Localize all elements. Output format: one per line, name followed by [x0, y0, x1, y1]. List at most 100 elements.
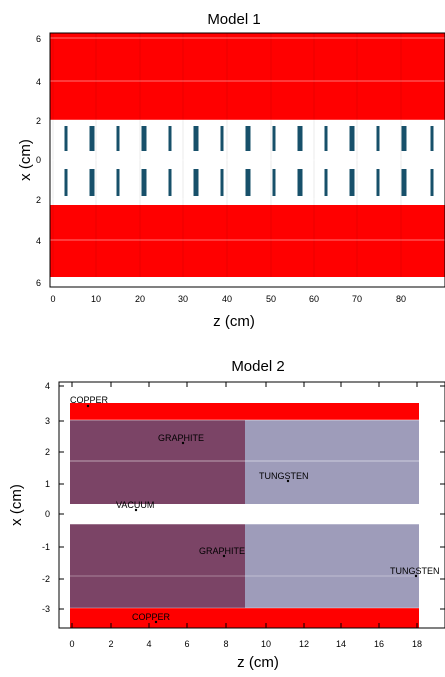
model1-aperture-upper-9 [297, 126, 303, 151]
model1-gridlines [50, 33, 445, 284]
model1-aperture-lower-2 [116, 169, 120, 196]
model2-xtick-14: 14 [336, 639, 346, 649]
model1-aperture-upper-11 [349, 126, 355, 151]
model2-xtick-16: 16 [374, 639, 384, 649]
model2-copper-top [70, 403, 419, 420]
model1-aperture-upper-3 [141, 126, 147, 151]
model2-ytick-2: 2 [45, 447, 50, 457]
model2-marker-tungsten-top [286, 479, 290, 483]
model2-marker-vacuum [134, 508, 138, 512]
model1-aperture-lower-12 [376, 169, 380, 196]
model2-plot [58, 381, 445, 629]
model1-ytick-6-top: 6 [36, 34, 41, 44]
model1-xtick-50: 50 [266, 294, 276, 304]
model2-label-graphite-top: GRAPHITE [158, 433, 204, 443]
model1-aperture-upper-1 [89, 126, 95, 151]
model1-aperture-lower-11 [349, 169, 355, 196]
model2-y-ticks: 4 3 2 1 0 -1 -2 -3 [42, 381, 50, 614]
model1-ytick-4-top: 4 [36, 77, 41, 87]
model2-label-copper-top: COPPER [70, 395, 109, 405]
model1-aperture-upper-13 [401, 126, 407, 151]
model1-apertures [64, 126, 434, 196]
model2-xtick-10: 10 [261, 639, 271, 649]
model1-aperture-upper-12 [376, 126, 380, 151]
model1-aperture-lower-1 [89, 169, 95, 196]
model1-aperture-upper-6 [220, 126, 224, 151]
model1-xtick-60: 60 [309, 294, 319, 304]
model1-xtick-30: 30 [178, 294, 188, 304]
model1-xtick-10: 10 [91, 294, 101, 304]
model2-ytick-neg3: -3 [42, 604, 50, 614]
model1-aperture-lower-4 [168, 169, 172, 196]
model1-x-ticks: 0 10 20 30 40 50 60 70 80 [50, 294, 406, 304]
model1-aperture-lower-7 [245, 169, 251, 196]
model2-xtick-12: 12 [299, 639, 309, 649]
model2-frame [58, 381, 445, 629]
model1-xtick-70: 70 [352, 294, 362, 304]
model2-tungsten-top [245, 420, 419, 504]
model2-ytick-1: 1 [45, 479, 50, 489]
model1-title: Model 1 [207, 11, 260, 28]
model1-aperture-upper-14 [430, 126, 434, 151]
model1-aperture-lower-13 [401, 169, 407, 196]
model2-marker-graphite-bottom [222, 554, 226, 558]
model2-tick-marks [59, 382, 445, 628]
model1-aperture-upper-7 [245, 126, 251, 151]
model1-aperture-lower-8 [272, 169, 276, 196]
model1-ytick-6-bottom: 6 [36, 278, 41, 288]
model2-ytick-3: 3 [45, 416, 50, 426]
model2-xtick-2: 2 [108, 639, 113, 649]
model2-xtick-8: 8 [223, 639, 228, 649]
model1-aperture-upper-5 [193, 126, 199, 151]
model1-bottom-wall [50, 205, 445, 277]
model2-marker-graphite-top [181, 441, 185, 445]
model1-aperture-lower-9 [297, 169, 303, 196]
model1-top-wall [50, 33, 445, 120]
model2-xtick-4: 4 [146, 639, 151, 649]
model1-xtick-80: 80 [396, 294, 406, 304]
model1-xtick-20: 20 [135, 294, 145, 304]
model1-x-axis-title: z (cm) [213, 313, 255, 330]
model1-y-ticks: 6 4 2 0 2 4 6 [36, 34, 41, 288]
model1-aperture-lower-5 [193, 169, 199, 196]
model2-label-graphite-bottom: GRAPHITE [199, 546, 245, 556]
model1-aperture-lower-6 [220, 169, 224, 196]
model2-tungsten-bottom [245, 524, 419, 608]
model2-ytick-4: 4 [45, 381, 50, 391]
model2-ytick-neg1: -1 [42, 542, 50, 552]
model2-gridlines [70, 419, 419, 609]
model2-xtick-18: 18 [412, 639, 422, 649]
model1-ytick-2-top: 2 [36, 116, 41, 126]
model2-x-ticks: 0 2 4 6 8 10 12 14 16 18 [69, 639, 422, 649]
model2-label-copper-bottom: COPPER [132, 612, 171, 622]
model1-plot [49, 32, 445, 288]
model1-frame [49, 32, 445, 288]
model1-ytick-2-bottom: 2 [36, 195, 41, 205]
model2-label-tungsten-top: TUNGSTEN [259, 471, 309, 481]
model1-xtick-0: 0 [50, 294, 55, 304]
model2-ytick-0: 0 [45, 509, 50, 519]
model2-region-labels: COPPER GRAPHITE TUNGSTEN VACUUM GRAPHITE… [70, 395, 440, 624]
model1-xtick-40: 40 [222, 294, 232, 304]
model1-ytick-4-bottom: 4 [36, 236, 41, 246]
model2-title: Model 2 [231, 358, 284, 375]
model1-aperture-upper-10 [324, 126, 328, 151]
model1-aperture-upper-8 [272, 126, 276, 151]
model2-label-vacuum: VACUUM [116, 500, 154, 510]
model2-xtick-6: 6 [184, 639, 189, 649]
model2-marker-copper-top [86, 404, 90, 408]
model1-aperture-upper-2 [116, 126, 120, 151]
model1-aperture-lower-14 [430, 169, 434, 196]
model2-y-axis-title: x (cm) [8, 484, 25, 526]
model1-aperture-lower-10 [324, 169, 328, 196]
model2-copper-bottom [70, 608, 419, 628]
model1-ytick-0: 0 [36, 155, 41, 165]
model2-x-axis-title: z (cm) [237, 654, 279, 671]
model2-graphite-top [70, 420, 245, 504]
model2-xtick-0: 0 [69, 639, 74, 649]
model2-graphite-bottom [70, 524, 245, 608]
model1-aperture-lower-3 [141, 169, 147, 196]
model1-aperture-lower-0 [64, 169, 68, 196]
model2-marker-tungsten-bottom [414, 574, 418, 578]
